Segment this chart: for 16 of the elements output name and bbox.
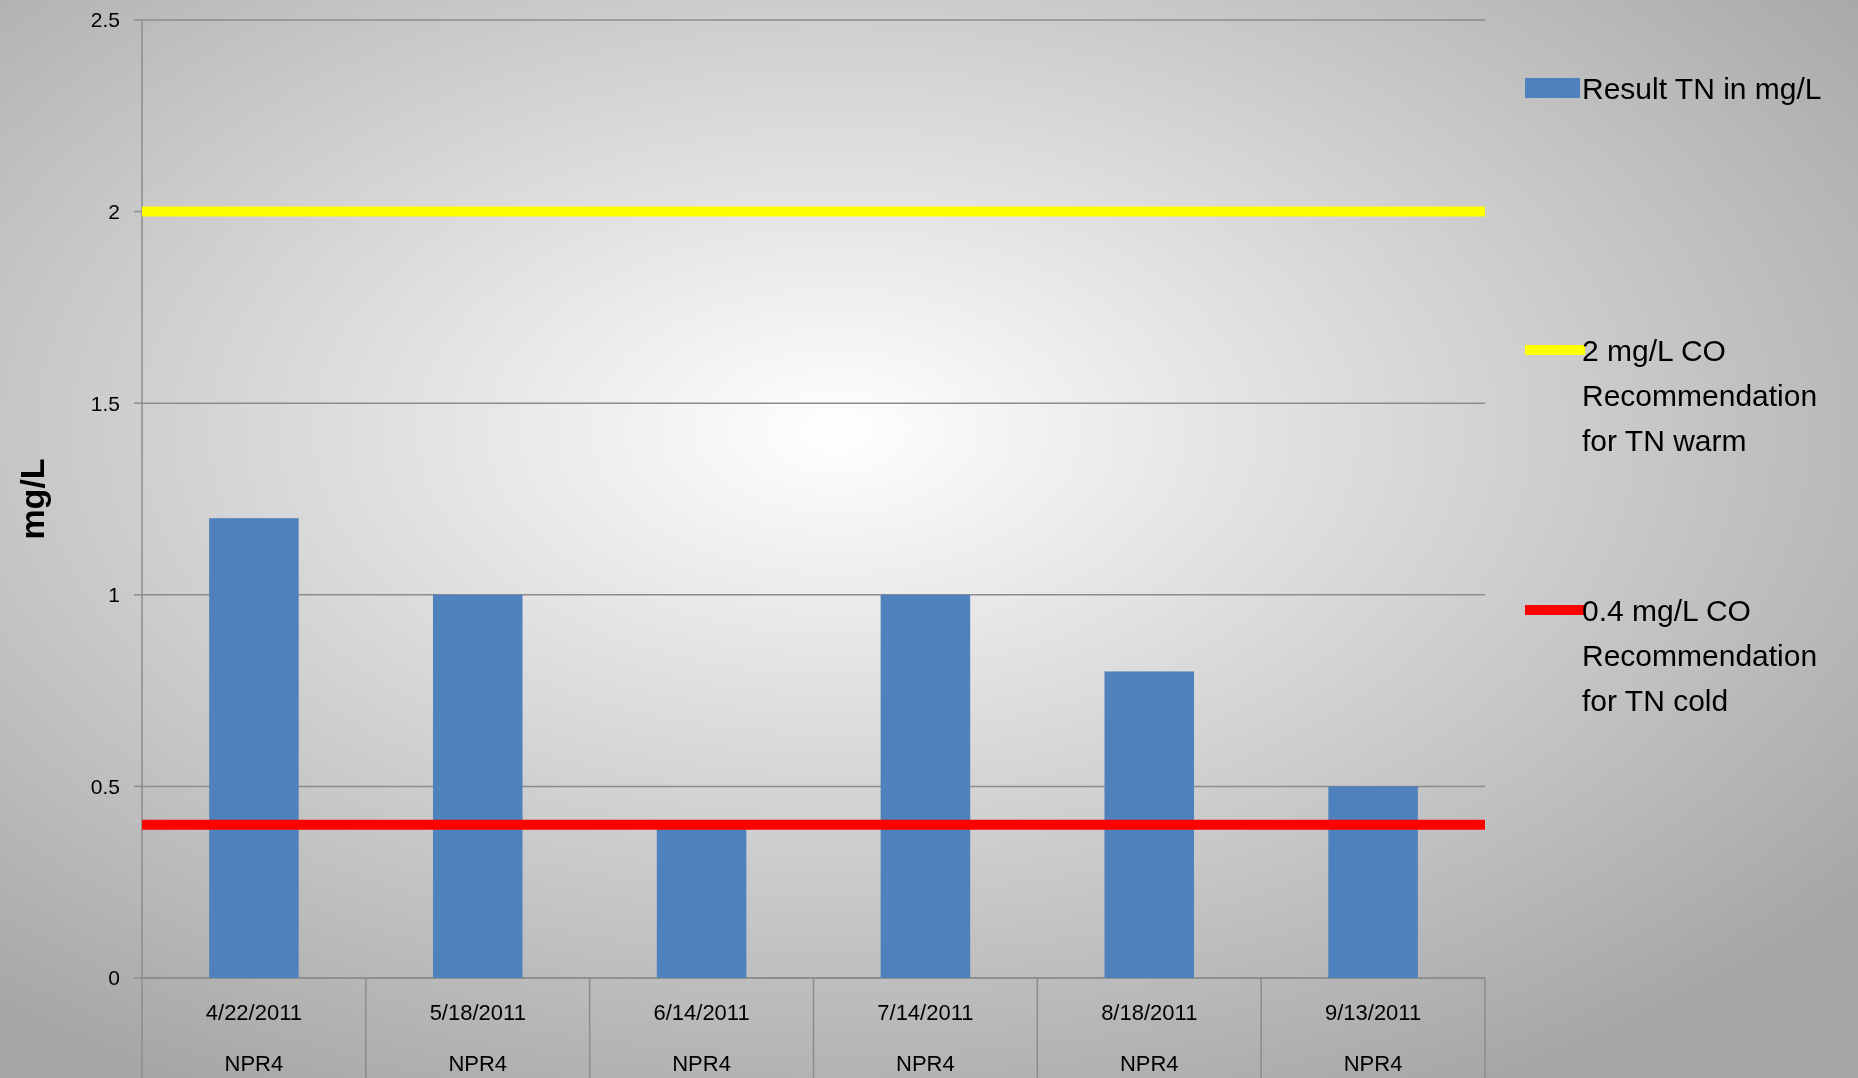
y-tick-label: 0.5 [90, 774, 120, 798]
x-tick-label: 9/13/2011 NPR4 [1324, 1000, 1422, 1076]
legend-label: 2 mg/L CO Recommendation for TN warm [1582, 333, 1818, 457]
x-tick-label: 5/18/2011 NPR4 [429, 1000, 526, 1076]
x-tick-label: 6/14/2011 NPR4 [653, 1000, 750, 1076]
y-tick-label: 2.5 [90, 8, 120, 32]
x-tick-label: 4/22/2011 NPR4 [205, 1000, 303, 1076]
y-tick-label: 2 [108, 199, 120, 223]
y-tick-label: 1.5 [90, 391, 120, 415]
legend-label: 0.4 mg/L CO Recommendation for TN cold [1582, 593, 1818, 717]
x-tick-label: 8/18/2011 NPR4 [1101, 1000, 1198, 1076]
y-tick-label: 1 [108, 583, 120, 607]
legend-label: Result TN in mg/L [1582, 71, 1822, 105]
y-tick-label: 0 [108, 966, 120, 990]
x-tick-label: 7/14/2011 NPR4 [877, 1000, 974, 1076]
y-axis-title: mg/L [13, 458, 51, 540]
